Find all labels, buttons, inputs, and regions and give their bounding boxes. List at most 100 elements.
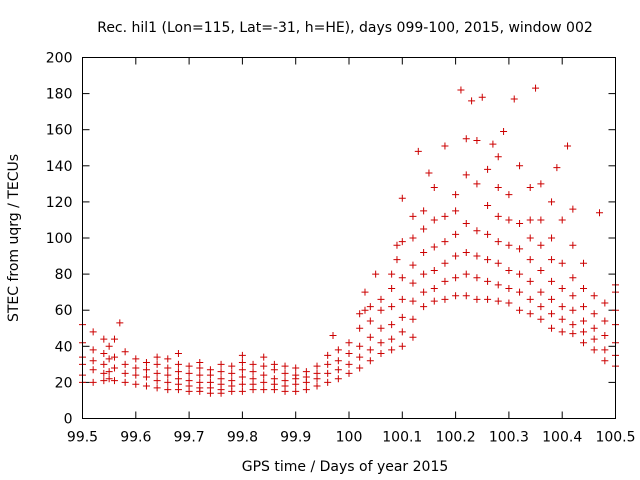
data-point bbox=[334, 357, 342, 365]
y-tick-label: 180 bbox=[46, 87, 73, 103]
y-tick-label: 40 bbox=[55, 339, 73, 355]
data-point bbox=[484, 202, 492, 210]
data-point bbox=[105, 368, 113, 376]
data-point bbox=[441, 238, 449, 246]
data-point bbox=[409, 261, 417, 269]
data-point bbox=[302, 368, 310, 376]
data-point bbox=[526, 234, 534, 242]
data-point bbox=[228, 362, 236, 370]
x-axis-label: GPS time / Days of year 2015 bbox=[242, 459, 449, 475]
data-point bbox=[462, 135, 470, 143]
data-point bbox=[377, 295, 385, 303]
data-points bbox=[79, 84, 619, 397]
data-point bbox=[590, 335, 598, 343]
data-point bbox=[537, 315, 545, 323]
data-point bbox=[238, 366, 246, 374]
data-point bbox=[473, 227, 481, 235]
data-point bbox=[174, 360, 182, 368]
data-point bbox=[569, 330, 577, 338]
data-point bbox=[532, 84, 540, 92]
data-point bbox=[132, 364, 140, 372]
data-point bbox=[425, 169, 433, 177]
data-point bbox=[505, 241, 513, 249]
data-point bbox=[174, 375, 182, 383]
data-point bbox=[505, 299, 513, 307]
data-point bbox=[356, 324, 364, 332]
data-point bbox=[494, 183, 502, 191]
data-point bbox=[281, 377, 289, 385]
data-point bbox=[441, 142, 449, 150]
data-point bbox=[537, 266, 545, 274]
data-point bbox=[505, 285, 513, 293]
data-point bbox=[388, 335, 396, 343]
data-point bbox=[537, 180, 545, 188]
data-point bbox=[601, 299, 609, 307]
data-point bbox=[590, 324, 598, 332]
data-point bbox=[484, 277, 492, 285]
data-point bbox=[270, 360, 278, 368]
data-point bbox=[473, 180, 481, 188]
data-point bbox=[313, 362, 321, 370]
data-point bbox=[185, 362, 193, 370]
data-point bbox=[516, 306, 524, 314]
data-point bbox=[553, 164, 561, 172]
data-point bbox=[238, 351, 246, 359]
data-point bbox=[398, 274, 406, 282]
y-tick-label: 0 bbox=[64, 412, 73, 428]
data-point bbox=[516, 220, 524, 228]
data-point bbox=[398, 194, 406, 202]
data-point bbox=[89, 378, 97, 386]
data-point bbox=[345, 360, 353, 368]
data-point bbox=[372, 270, 380, 278]
data-point bbox=[452, 292, 460, 300]
data-point bbox=[313, 369, 321, 377]
data-point bbox=[505, 266, 513, 274]
data-point bbox=[601, 346, 609, 354]
data-point bbox=[206, 366, 214, 374]
data-point bbox=[366, 357, 374, 365]
data-point bbox=[478, 93, 486, 101]
data-point bbox=[388, 321, 396, 329]
data-point bbox=[580, 339, 588, 347]
data-point bbox=[558, 328, 566, 336]
data-point bbox=[110, 335, 118, 343]
data-point bbox=[558, 303, 566, 311]
data-point bbox=[462, 270, 470, 278]
data-point bbox=[441, 277, 449, 285]
data-point bbox=[100, 335, 108, 343]
data-point bbox=[238, 387, 246, 395]
data-point bbox=[164, 364, 172, 372]
data-point bbox=[430, 183, 438, 191]
data-point bbox=[132, 380, 140, 388]
data-point bbox=[420, 248, 428, 256]
data-point bbox=[153, 377, 161, 385]
data-point bbox=[110, 377, 118, 385]
x-tick-label: 99.5 bbox=[67, 430, 98, 446]
data-point bbox=[324, 351, 332, 359]
data-point bbox=[105, 355, 113, 363]
data-point bbox=[142, 366, 150, 374]
data-point bbox=[569, 306, 577, 314]
data-point bbox=[516, 162, 524, 170]
y-tick-label: 120 bbox=[46, 195, 73, 211]
data-point bbox=[366, 333, 374, 341]
data-point bbox=[452, 252, 460, 260]
data-point bbox=[548, 256, 556, 264]
data-point bbox=[366, 317, 374, 325]
data-point bbox=[366, 346, 374, 354]
data-point bbox=[590, 292, 598, 300]
data-point bbox=[105, 375, 113, 383]
data-point bbox=[356, 353, 364, 361]
data-point bbox=[334, 375, 342, 383]
data-point bbox=[116, 319, 124, 327]
data-point bbox=[217, 375, 225, 383]
data-point bbox=[484, 230, 492, 238]
data-point bbox=[548, 277, 556, 285]
data-point bbox=[494, 212, 502, 220]
y-tick-label: 60 bbox=[55, 303, 73, 319]
data-point bbox=[398, 295, 406, 303]
data-point bbox=[89, 346, 97, 354]
data-point bbox=[441, 212, 449, 220]
data-point bbox=[121, 348, 129, 356]
